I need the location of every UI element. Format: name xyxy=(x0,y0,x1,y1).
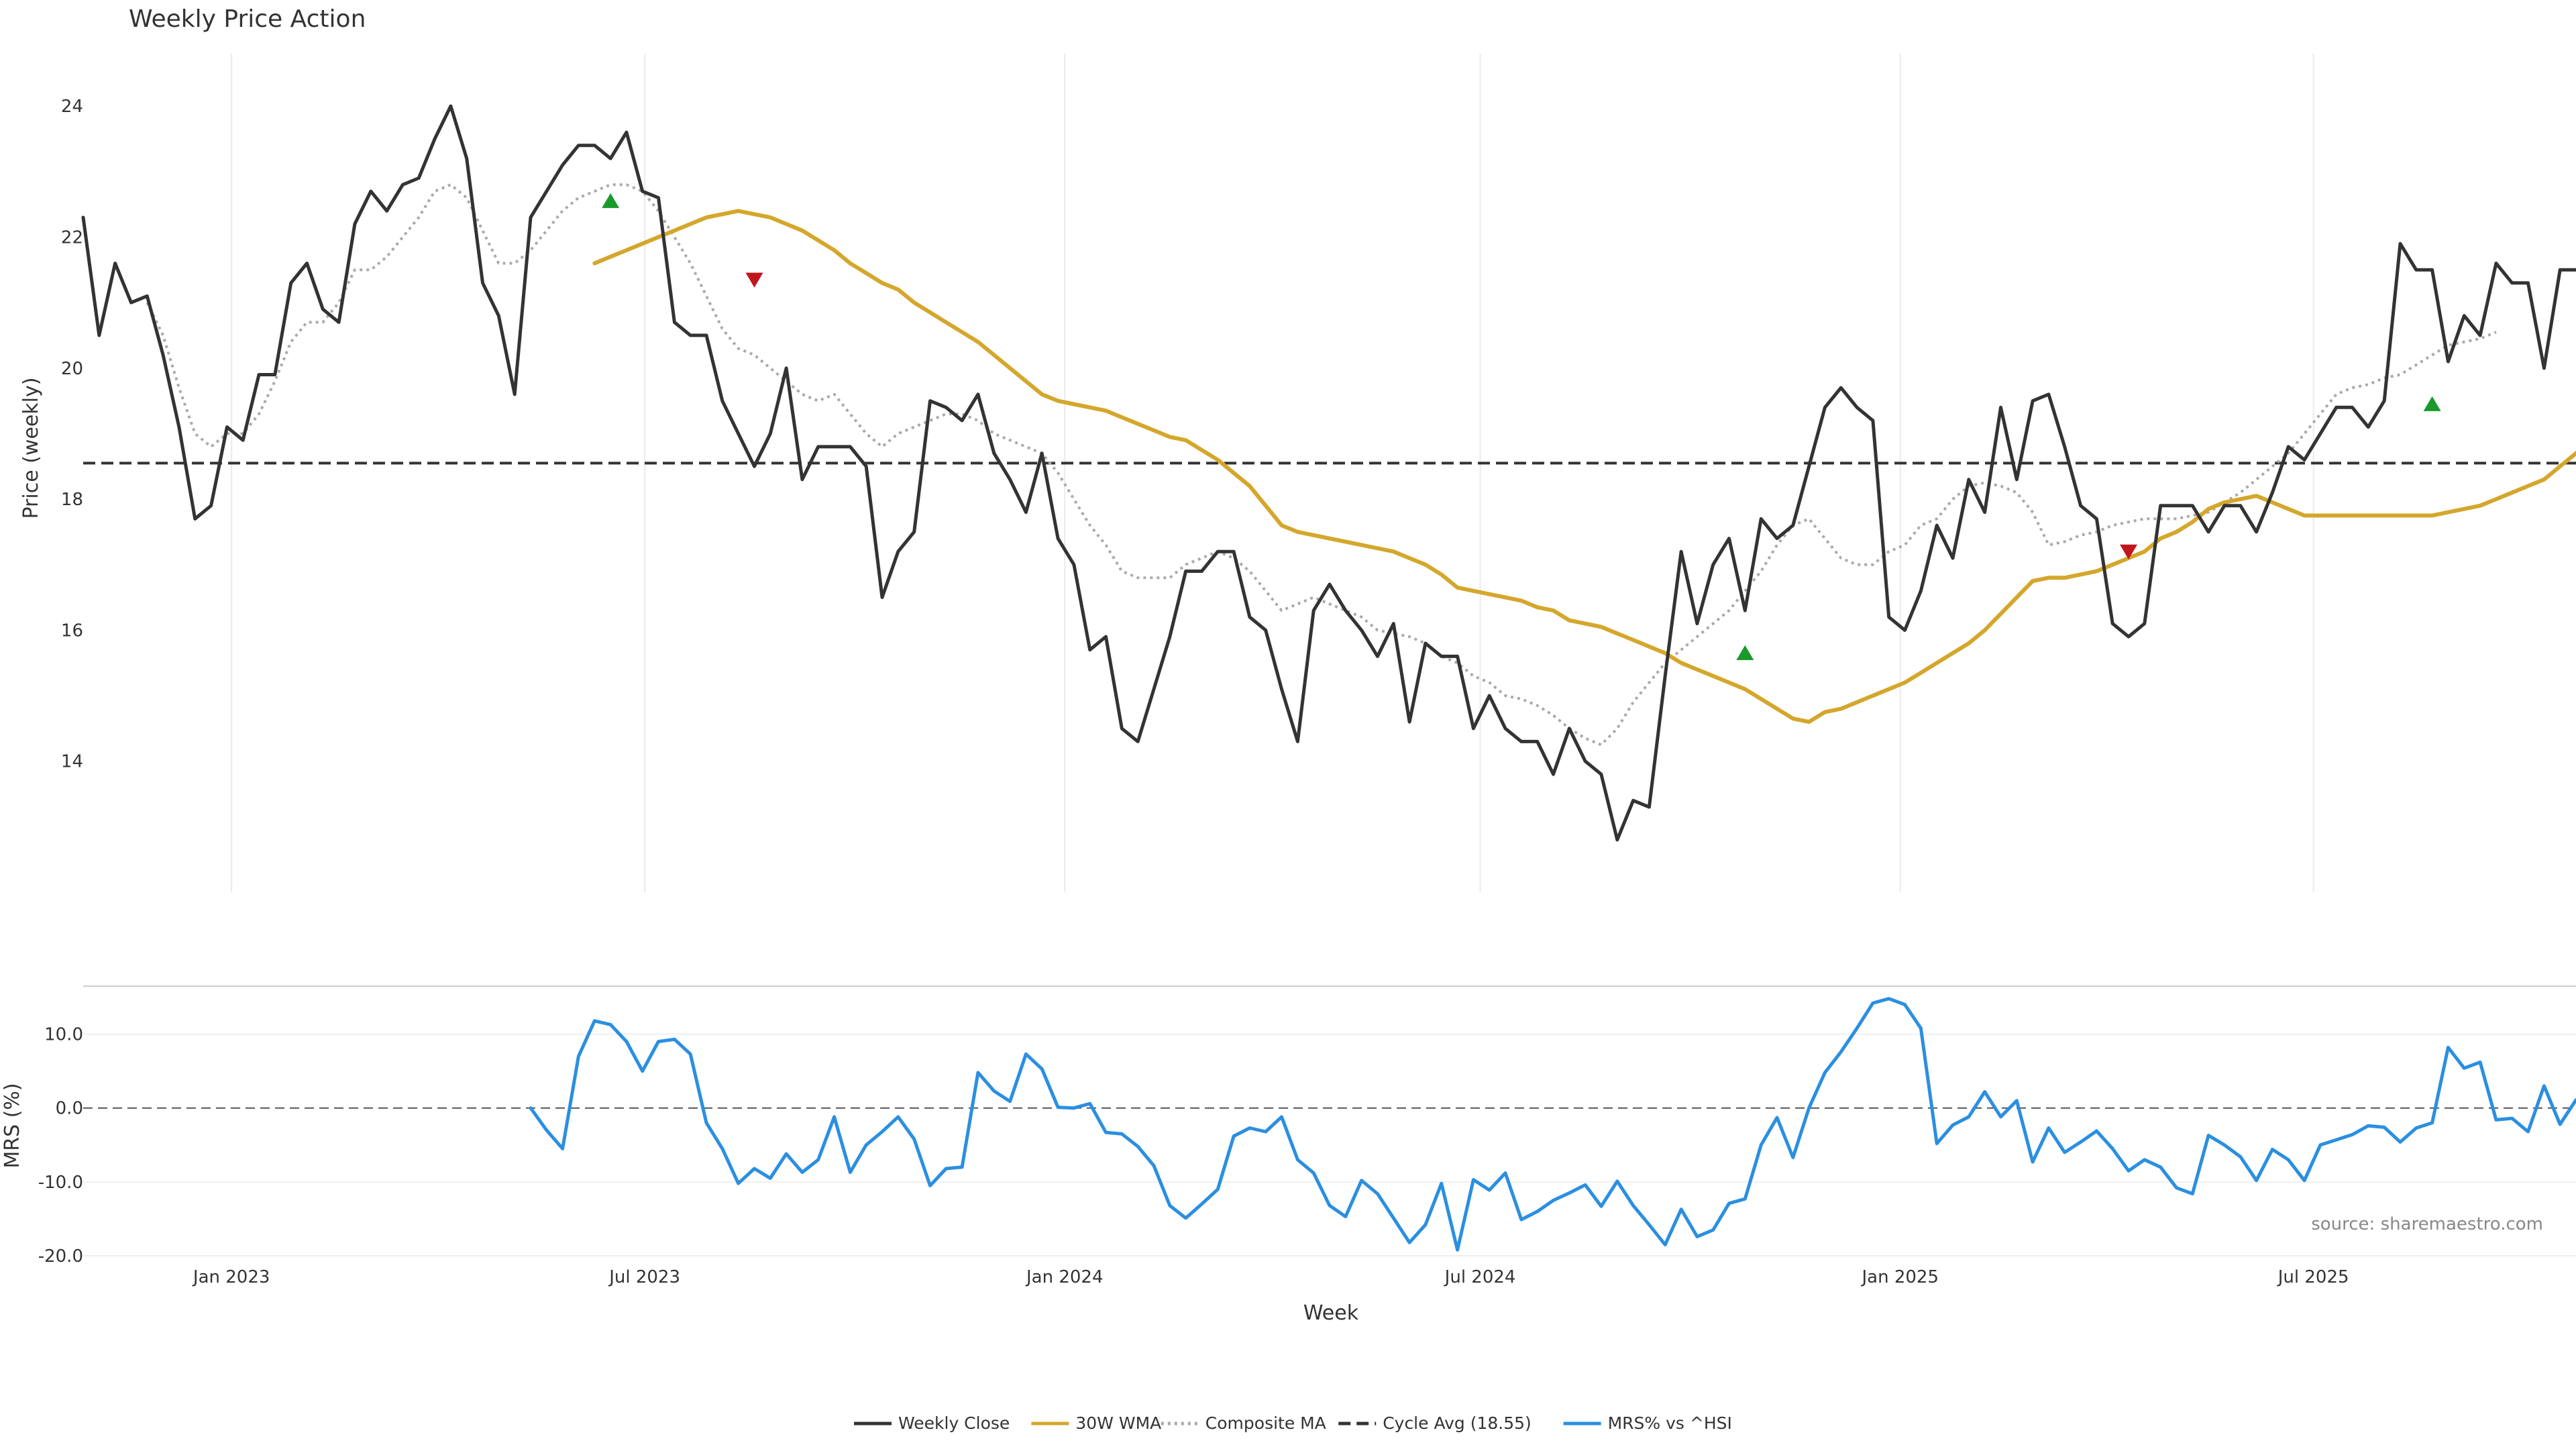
mrs-y-tick-label: -20.0 xyxy=(38,1246,83,1267)
series-mrs-vs-hsi xyxy=(529,997,2576,1252)
price-y-tick-label: 14 xyxy=(61,752,83,772)
price-y-tick-label: 20 xyxy=(61,359,83,379)
tick-labels: Jan 2023 Jul 2023 Jan 2024 Jul 2024 Jan 2025… xyxy=(38,97,2349,1287)
data-series xyxy=(81,104,2576,1252)
legend-label-weekly-close: Weekly Close xyxy=(898,1413,1010,1433)
chart-title: Weekly Price Action xyxy=(129,5,366,33)
x-tick-label: Jul 2025 xyxy=(2277,1267,2349,1287)
legend-label-composite-ma: Composite MA xyxy=(1205,1413,1326,1433)
mrs-y-axis-label: MRS (%) xyxy=(1,1083,24,1168)
sell-signal-marker xyxy=(745,272,763,288)
x-tick-label: Jul 2023 xyxy=(608,1267,680,1287)
x-tick-label: Jul 2024 xyxy=(1444,1267,1516,1287)
x-tick-label: Jan 2025 xyxy=(1860,1267,1939,1287)
buy-signal-marker xyxy=(2423,396,2441,411)
x-tick-label: Jan 2023 xyxy=(192,1267,270,1287)
price-y-tick-label: 16 xyxy=(61,621,83,641)
buy-signal-marker xyxy=(602,193,620,209)
legend: Weekly Close 30W WMA Composite MA Cycle Avg… xyxy=(854,1413,1732,1433)
source-note: source: sharemaestro.com xyxy=(2311,1214,2543,1234)
price-y-tick-label: 24 xyxy=(61,97,83,117)
legend-label-cycle-avg-18-55: Cycle Avg (18.55) xyxy=(1383,1413,1532,1433)
series-weekly-close xyxy=(81,104,2576,842)
legend-label-mrs-vs-hsi: MRS% vs ^HSI xyxy=(1608,1413,1732,1433)
mrs-y-tick-label: 0.0 xyxy=(56,1099,83,1119)
mrs-y-tick-label: -10.0 xyxy=(38,1173,83,1193)
buy-signal-marker xyxy=(1736,645,1754,660)
reference-lines xyxy=(83,462,2576,1109)
sell-signal-marker xyxy=(2120,544,2137,559)
mrs-y-tick-label: 10.0 xyxy=(44,1025,83,1045)
x-axis-label: Week xyxy=(1303,1301,1359,1325)
price-y-axis-label: Price (weekly) xyxy=(19,377,43,519)
signal-markers xyxy=(602,193,2441,660)
grid-lines xyxy=(83,54,2576,1256)
series-composite-ma xyxy=(146,183,2497,747)
x-tick-label: Jan 2024 xyxy=(1025,1267,1104,1287)
price-y-tick-label: 22 xyxy=(61,227,83,248)
legend-label-30w-wma: 30W WMA xyxy=(1075,1413,1161,1433)
series-30w-wma xyxy=(592,209,2576,724)
price-y-tick-label: 18 xyxy=(61,490,83,510)
